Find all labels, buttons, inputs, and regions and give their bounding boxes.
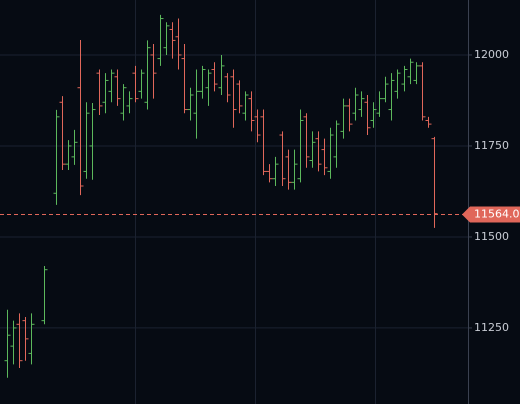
y-tick-label: 11750 [474,139,509,152]
y-tick-label: 11250 [474,321,509,334]
y-tick-label: 11500 [474,230,509,243]
last-price-label: 11564.00 [474,208,520,221]
last-price-tag [462,206,520,223]
y-tick-label: 12000 [474,48,509,61]
